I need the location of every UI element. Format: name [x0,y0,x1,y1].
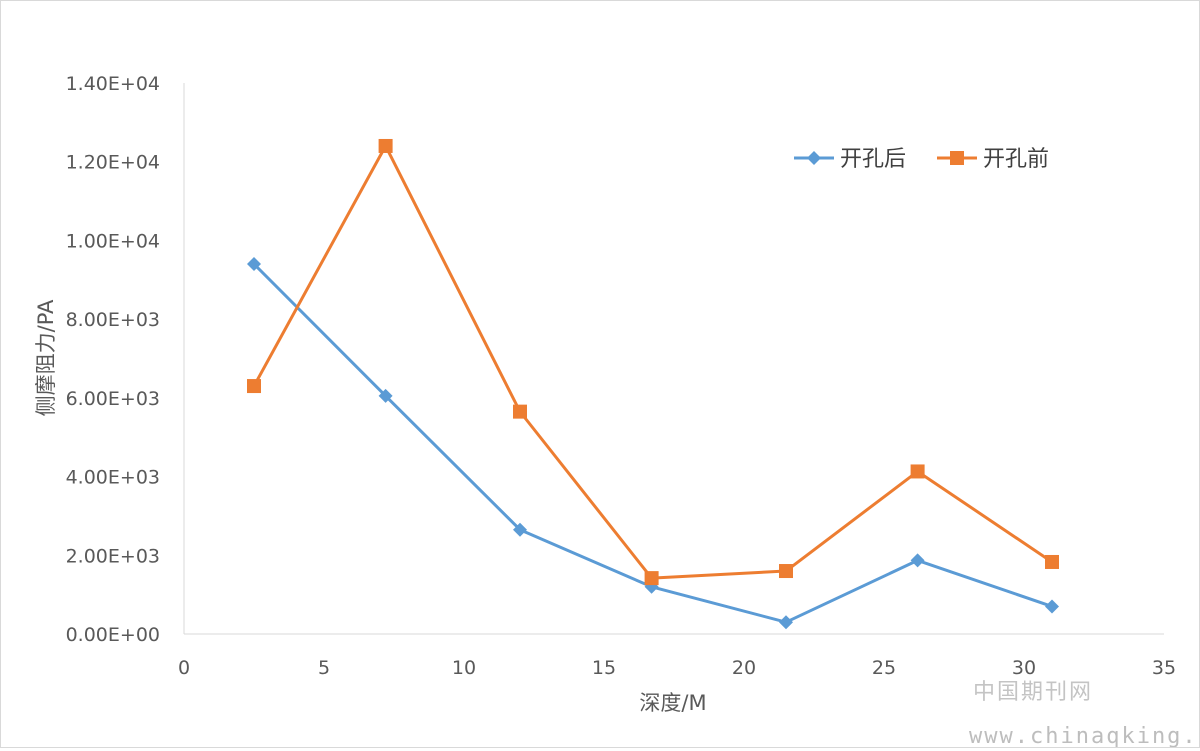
x-tick-label: 15 [592,657,616,679]
x-tick-label: 35 [1152,657,1176,679]
y-tick-label: 2.00E+03 [66,545,160,567]
data-point-series-2 [1045,554,1059,569]
data-point-series-1 [779,615,793,630]
x-tick-label: 20 [732,657,756,679]
data-point-series-1 [378,388,393,403]
legend: 开孔后 开孔前 [794,147,1049,172]
x-tick-label: 25 [872,657,896,679]
y-axis-title: 侧摩阻力/PA [34,299,58,416]
data-point-series-1 [910,553,925,568]
legend-marker-1 [807,151,821,165]
x-axis-title: 深度/M [639,691,706,715]
y-tick-label: 1.20E+04 [66,152,160,174]
series-line-1 [252,262,1053,624]
watermark-cn: 中国期刊网 [973,680,1093,705]
legend-marker-2 [950,151,964,165]
data-point-series-1 [513,522,527,537]
y-tick-label: 4.00E+03 [66,467,160,489]
y-tick-label: 8.00E+03 [66,309,160,331]
data-point-series-2 [378,138,393,153]
data-point-series-1 [1045,599,1059,614]
y-tick-label: 6.00E+03 [66,388,160,410]
data-point-series-2 [644,571,659,586]
y-tick-label: 0.00E+00 [66,624,160,646]
legend-label-1: 开孔后 [840,147,906,172]
series-line-2 [252,144,1053,580]
y-tick-label: 1.00E+04 [66,230,160,252]
x-axis-ticks: 0 5 10 15 20 25 30 35 [178,657,1176,679]
data-point-series-2 [513,404,527,419]
legend-label-2: 开孔前 [983,147,1049,172]
data-point-series-1 [247,257,261,272]
series-layer [247,138,1059,630]
x-tick-label: 0 [178,657,190,679]
y-tick-label: 1.40E+04 [66,73,160,95]
data-point-series-2 [247,379,261,394]
x-tick-label: 30 [1012,657,1036,679]
watermark-url: www.chinaqking.com [969,724,1199,747]
x-tick-label: 5 [318,657,330,679]
data-point-series-2 [779,564,793,579]
x-tick-label: 10 [452,657,476,679]
y-axis-ticks: 0.00E+00 2.00E+03 4.00E+03 6.00E+03 8.00E+03… [66,73,160,646]
data-point-series-2 [910,464,925,479]
